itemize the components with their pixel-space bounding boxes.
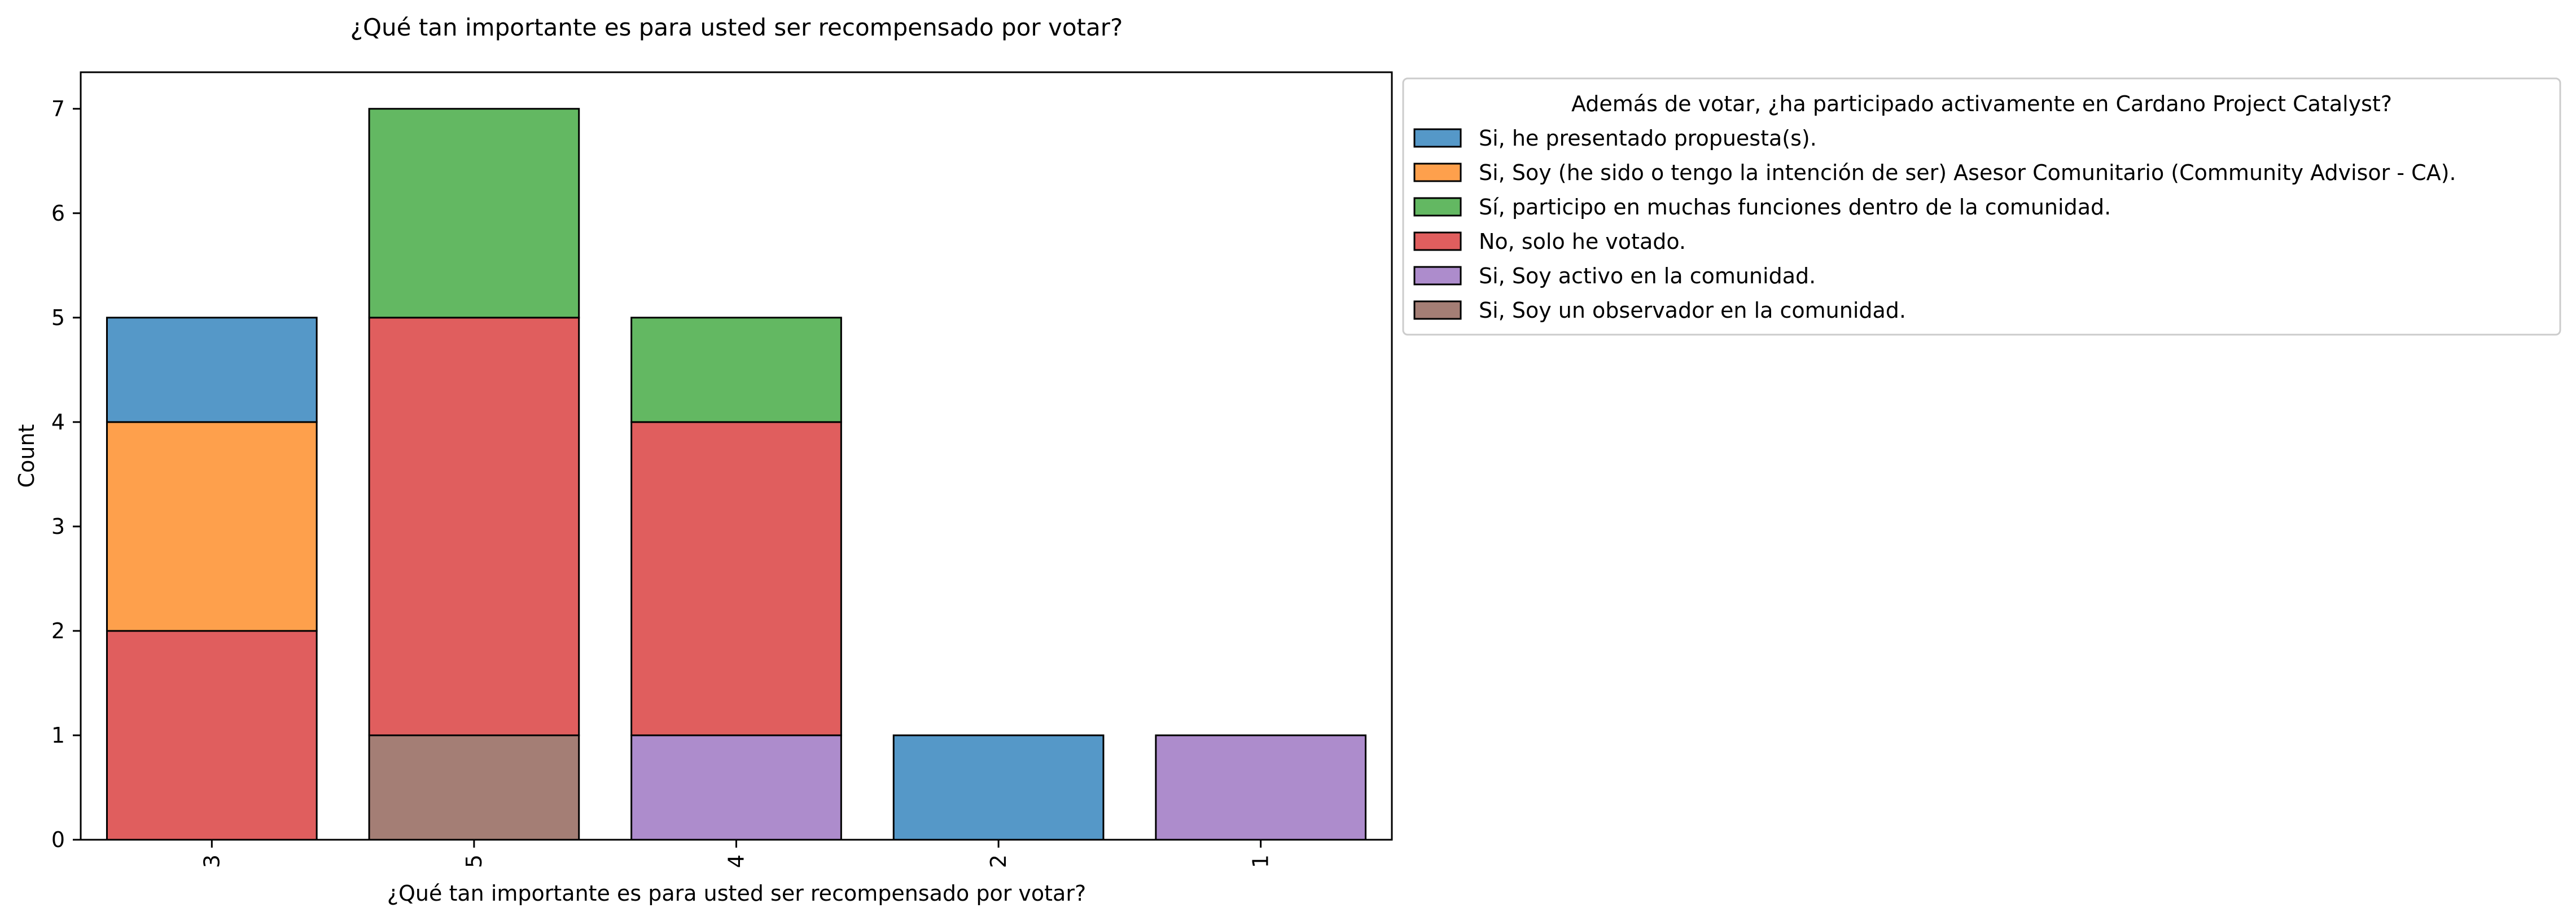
x-tick-label: 4 <box>724 854 749 868</box>
legend-swatch <box>1413 266 1462 286</box>
bar-segment <box>630 421 842 736</box>
bar-segment <box>368 734 580 841</box>
y-tick-label: 3 <box>51 514 65 539</box>
y-tick-label: 5 <box>51 305 65 330</box>
x-tick-label: 1 <box>1248 854 1273 868</box>
bar-segment <box>368 108 580 319</box>
chart-title: ¿Qué tan importante es para usted ser re… <box>351 14 1123 41</box>
y-tick-label: 2 <box>51 619 65 643</box>
bar-segment <box>106 317 318 423</box>
legend-swatch <box>1413 300 1462 320</box>
legend-swatch <box>1413 163 1462 182</box>
x-tick-label: 3 <box>199 854 224 868</box>
y-axis: 0 1 2 3 4 5 6 7 <box>51 97 81 852</box>
legend-entry-label: Si, Soy (he sido o tengo la intención de… <box>1479 160 2456 185</box>
legend-entry-label: No, solo he votado. <box>1479 229 1686 254</box>
bar-segment <box>1155 734 1367 841</box>
bar-segment <box>106 630 318 841</box>
legend: Además de votar, ¿ha participado activam… <box>1402 77 2561 336</box>
legend-entry-label: Sí, participo en muchas funciones dentro… <box>1479 195 2111 220</box>
legend-entry-label: Si, he presentado propuesta(s). <box>1479 126 1817 151</box>
plot-area <box>106 108 1367 841</box>
bar-segment <box>630 317 842 423</box>
legend-swatch <box>1413 128 1462 148</box>
x-axis-label: ¿Qué tan importante es para usted ser re… <box>387 881 1086 906</box>
x-tick-label: 5 <box>462 854 487 868</box>
y-axis-label: Count <box>14 424 39 488</box>
y-tick-label: 7 <box>51 97 65 121</box>
bar-segment <box>630 734 842 841</box>
y-tick-label: 0 <box>51 827 65 852</box>
legend-frame <box>1402 77 2561 336</box>
y-tick-label: 1 <box>51 723 65 748</box>
bar-segment <box>368 317 580 736</box>
x-axis: 3 5 4 2 1 <box>199 840 1273 868</box>
bar-segment <box>106 421 318 632</box>
legend-entry-label: Si, Soy activo en la comunidad. <box>1479 264 1816 288</box>
legend-title: Además de votar, ¿ha participado activam… <box>1571 91 2392 116</box>
legend-swatch <box>1413 231 1462 251</box>
y-tick-label: 6 <box>51 201 65 226</box>
x-tick-label: 2 <box>986 854 1011 868</box>
y-tick-label: 4 <box>51 410 65 435</box>
legend-entry-label: Si, Soy un observador en la comunidad. <box>1479 298 1906 323</box>
legend-swatch <box>1413 197 1462 217</box>
bar-segment <box>892 734 1105 841</box>
